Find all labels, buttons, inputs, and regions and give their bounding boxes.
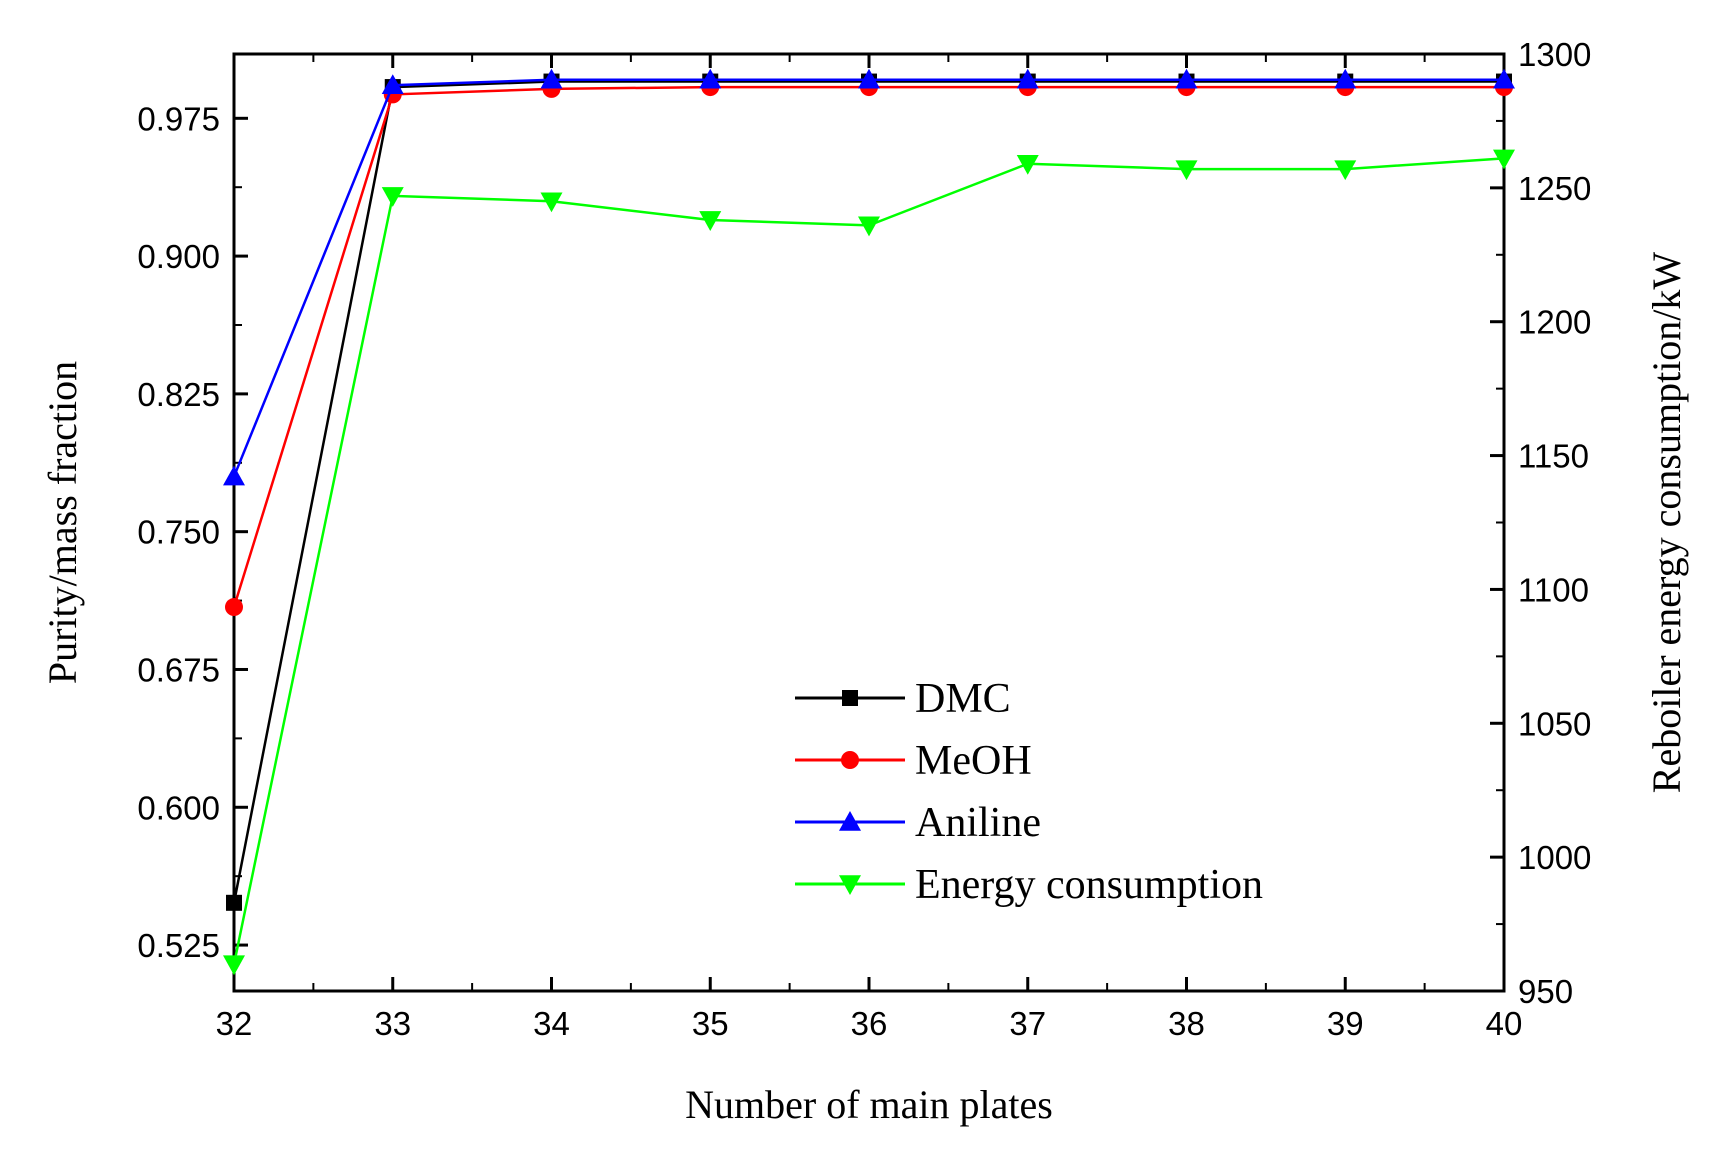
data-point-aniline bbox=[540, 68, 563, 89]
y-right-axis-title: Reboiler energy consumption/kW bbox=[1644, 252, 1689, 794]
x-tick-label: 39 bbox=[1327, 1005, 1364, 1042]
legend-item-energy-consumption: Energy consumption bbox=[795, 862, 1263, 908]
data-point-energy-consumption bbox=[1175, 160, 1198, 181]
y-right-tick-label: 1200 bbox=[1518, 304, 1591, 341]
x-tick-label: 38 bbox=[1168, 1005, 1205, 1042]
axes: 32 33 34 35 36 37 38 39 40 0.525 0.600 0.675 0.750 0.… bbox=[137, 36, 1591, 1042]
series-aniline bbox=[223, 68, 1515, 486]
series bbox=[223, 68, 1515, 976]
y-left-tick-label: 0.525 bbox=[137, 927, 220, 964]
legend-item-dmc: DMC bbox=[795, 676, 1011, 722]
data-point-energy-consumption bbox=[223, 955, 245, 976]
data-point-energy-consumption bbox=[858, 216, 880, 237]
data-point-energy-consumption bbox=[1016, 154, 1039, 175]
legend-marker-aniline bbox=[839, 811, 861, 831]
data-point-aniline bbox=[858, 68, 880, 89]
data-point-dmc bbox=[226, 894, 242, 911]
x-axis-title: Number of main plates bbox=[685, 1082, 1053, 1127]
y-right-tick-label: 1100 bbox=[1518, 571, 1589, 608]
x-tick-label: 40 bbox=[1486, 1005, 1523, 1042]
data-point-aniline bbox=[1175, 68, 1198, 89]
y-right-tick-label: 1150 bbox=[1518, 438, 1589, 475]
y-left-tick-label: 0.750 bbox=[137, 514, 220, 551]
data-point-energy-consumption bbox=[1493, 149, 1515, 170]
legend-marker-energy-consumption bbox=[839, 875, 861, 895]
y-left-tick-label: 0.900 bbox=[137, 238, 220, 275]
x-tick-label: 35 bbox=[692, 1005, 729, 1042]
data-point-energy-consumption bbox=[699, 211, 722, 231]
legend-item-meoh: MeOH bbox=[795, 738, 1032, 784]
x-tick-label: 32 bbox=[216, 1005, 253, 1042]
data-point-aniline bbox=[1016, 68, 1039, 89]
x-tick-label: 34 bbox=[533, 1005, 570, 1042]
x-tick-label: 37 bbox=[1009, 1005, 1046, 1042]
y-right-tick-label: 1250 bbox=[1518, 170, 1591, 207]
y-left-tick-label: 0.600 bbox=[137, 789, 220, 826]
y-left-tick-label: 0.825 bbox=[137, 376, 220, 413]
data-point-aniline bbox=[699, 68, 722, 89]
data-point-energy-consumption bbox=[540, 192, 563, 213]
x-tick-label: 36 bbox=[851, 1005, 888, 1042]
legend-label-aniline: Aniline bbox=[915, 800, 1041, 846]
legend-label-dmc: DMC bbox=[915, 676, 1011, 722]
x-tick-label: 33 bbox=[374, 1005, 411, 1042]
legend-marker-meoh bbox=[841, 751, 859, 769]
data-point-meoh bbox=[225, 598, 243, 617]
data-point-aniline bbox=[1493, 68, 1515, 89]
legend: DMC MeOH Aniline Energy consumption bbox=[795, 676, 1263, 908]
legend-marker-dmc bbox=[842, 690, 858, 706]
y-left-tick-label: 0.975 bbox=[137, 100, 220, 137]
y-right-tick-label: 1050 bbox=[1518, 705, 1591, 742]
y-right-tick-label: 1000 bbox=[1518, 839, 1591, 876]
data-point-energy-consumption bbox=[1334, 160, 1357, 181]
legend-item-aniline: Aniline bbox=[795, 800, 1041, 846]
data-point-aniline bbox=[381, 74, 404, 95]
legend-label-energy-consumption: Energy consumption bbox=[915, 862, 1263, 908]
data-point-aniline bbox=[1334, 68, 1357, 89]
y-left-tick-label: 0.675 bbox=[137, 651, 220, 688]
y-left-axis-title: Purity/mass fraction bbox=[40, 361, 85, 684]
y-right-tick-label: 1300 bbox=[1518, 36, 1591, 73]
legend-label-meoh: MeOH bbox=[915, 738, 1032, 784]
series-energy-consumption bbox=[223, 149, 1515, 976]
data-point-aniline bbox=[223, 465, 245, 486]
data-point-energy-consumption bbox=[381, 187, 404, 207]
y-right-tick-label: 950 bbox=[1518, 973, 1573, 1010]
